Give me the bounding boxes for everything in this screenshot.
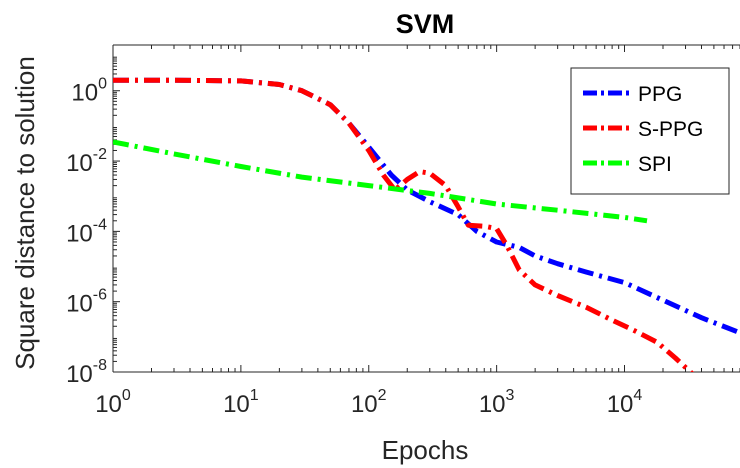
- legend-label-spi: SPI: [638, 153, 672, 176]
- legend-label-ppg: PPG: [638, 83, 682, 106]
- legend-box: [570, 67, 730, 195]
- y-tick-label: 10-8: [66, 357, 107, 388]
- x-tick-label: 103: [479, 387, 515, 418]
- x-tick-label: 102: [351, 387, 387, 418]
- x-tick-label: 104: [607, 387, 643, 418]
- x-tick-label: 100: [95, 387, 131, 418]
- y-tick-label: 10-6: [66, 287, 107, 318]
- series-line-spi: [113, 139, 648, 224]
- y-tick-label: 100: [71, 76, 107, 107]
- x-tick-label: 101: [223, 387, 259, 418]
- legend-label-s-ppg: S-PPG: [638, 118, 703, 141]
- series-line-s-ppg: [113, 77, 695, 372]
- x-axis-label: Epochs: [382, 435, 469, 465]
- y-tick-label: 10-4: [66, 216, 107, 247]
- y-tick-label: 10-2: [66, 146, 107, 177]
- plot-area: [113, 77, 740, 372]
- chart-title: SVM: [396, 9, 455, 39]
- y-axis-label: Square distance to solution: [10, 56, 40, 370]
- legend: PPG S-PPG SPI: [570, 67, 730, 195]
